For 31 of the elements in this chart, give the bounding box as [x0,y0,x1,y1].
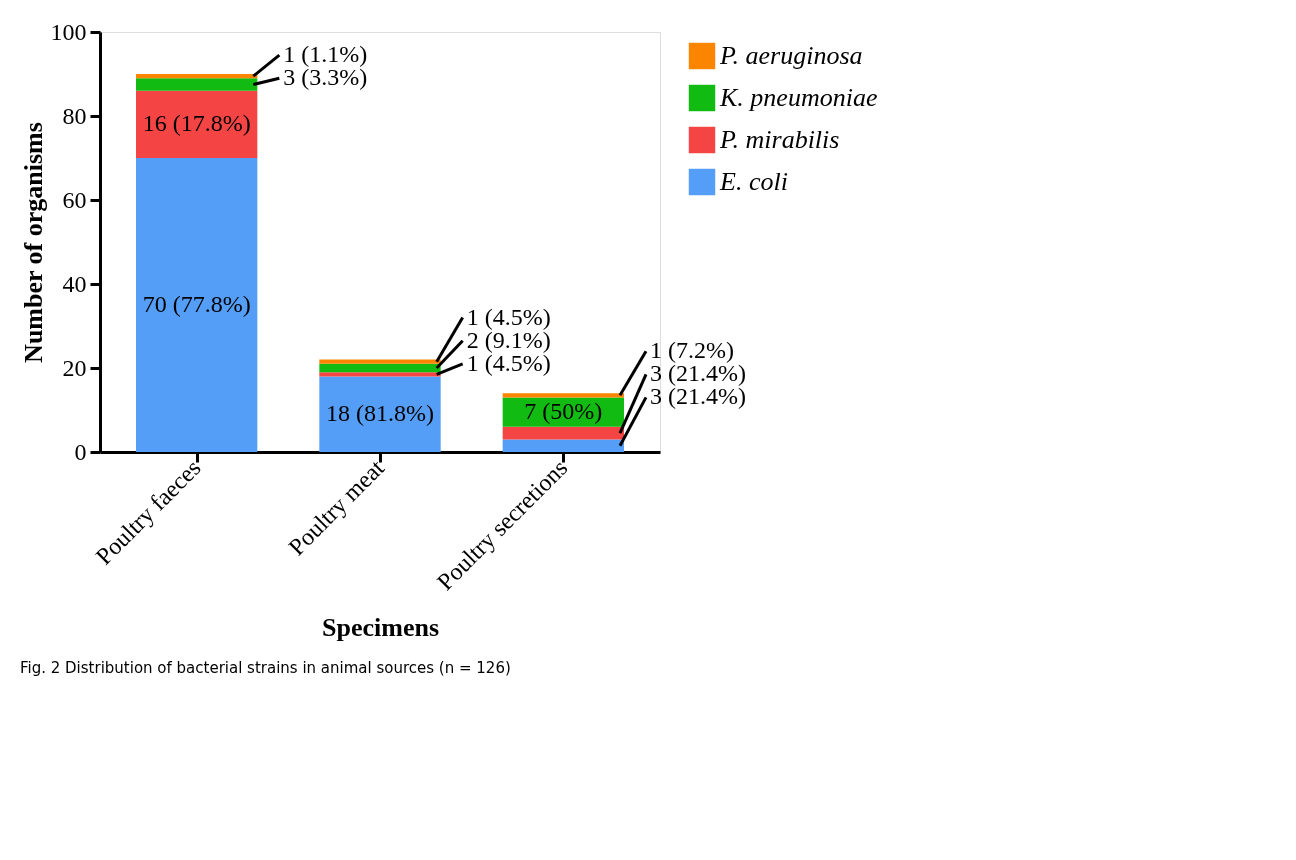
data-label: 70 (77.8%) [142,291,251,317]
x-axis-title: Specimens [322,613,439,643]
y-tick-label: 40 [62,270,87,297]
bar [502,393,624,398]
bar [136,74,258,79]
y-tick-label: 0 [74,438,87,465]
bar [502,439,624,452]
data-label: 16 (17.8%) [142,110,251,137]
legend-label: K. pneumoniae [719,83,878,112]
bar [502,426,624,440]
y-tick-label: 20 [62,354,87,381]
legend-label: P. aeruginosa [719,41,863,70]
caption: Fig. 2 Distribution of bacterial strains in animal sources (n = 126) [20,658,511,677]
bar [319,363,441,373]
legend-label: E. coli [719,167,788,196]
data-label: 7 (50%) [524,398,603,425]
y-tick-label: 60 [62,186,87,213]
y-tick-label: 100 [50,18,87,45]
y-axis-title: Number of organisms [18,122,48,363]
y-tick-label: 80 [62,102,87,129]
legend-label: P. mirabilis [719,125,840,154]
bar [319,376,441,452]
data-label: 1 (7.2%) [650,337,734,364]
bar [136,90,258,158]
data-label: 1 (4.5%) [466,303,551,330]
bar [319,359,441,364]
data-label: 18 (81.8%) [326,400,434,427]
bar [136,78,258,91]
data-label: 1 (1.1%) [283,41,368,68]
bar [136,158,258,452]
bar [319,372,441,377]
